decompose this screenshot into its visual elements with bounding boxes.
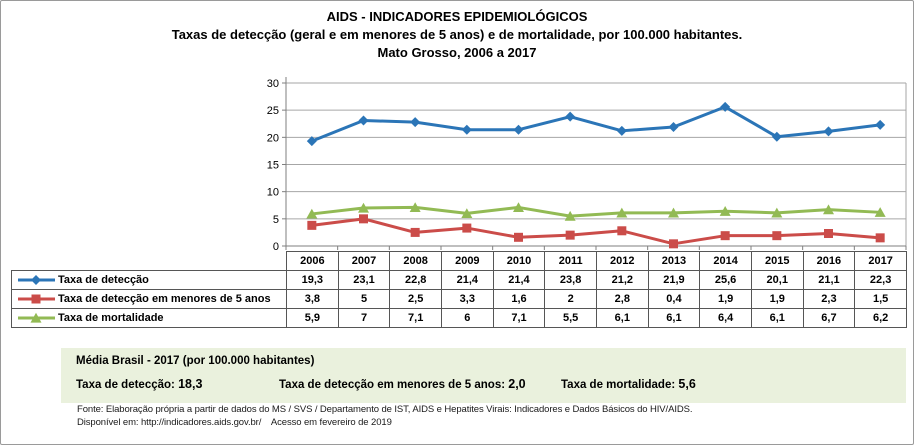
table-row: Taxa de mortalidade 5,9 7 7,1 6 7,1 5,5 6,1 6,1 6… <box>10 308 907 328</box>
year-cell: 2015 <box>750 251 804 271</box>
year-cell: 2012 <box>595 251 649 271</box>
value-cell: 3,3 <box>441 289 494 309</box>
year-cell: 2008 <box>389 251 442 271</box>
svg-text:15: 15 <box>267 160 279 172</box>
value-cell: 1,9 <box>699 289 752 309</box>
value-cell: 21,1 <box>802 270 856 290</box>
diamond-legend-icon <box>18 275 55 285</box>
chart-title-line3: Mato Grosso, 2006 a 2017 <box>377 45 537 60</box>
table-row: Taxa de detecção em menores de 5 anos 3,8… <box>10 289 907 309</box>
value-cell: 1,5 <box>854 289 907 309</box>
year-cell: 2011 <box>544 251 597 271</box>
chart-title-block: AIDS - INDICADORES EPIDEMIOLÓGICOS Taxas… <box>1 8 913 62</box>
year-cell: 2016 <box>802 251 856 271</box>
value-cell: 5,5 <box>544 308 597 328</box>
value-cell: 20,1 <box>750 270 804 290</box>
value-cell: 25,6 <box>699 270 752 290</box>
table-corner-cell <box>12 252 287 271</box>
value-cell: 3,8 <box>286 289 339 309</box>
brazil-average-box: Média Brasil - 2017 (por 100.000 habitan… <box>61 348 906 403</box>
value-cell: 5 <box>337 289 391 309</box>
value-cell: 7,1 <box>492 308 546 328</box>
value-cell: 19,3 <box>286 270 339 290</box>
value-cell: 2,5 <box>389 289 442 309</box>
chart-title-line1: AIDS - INDICADORES EPIDEMIOLÓGICOS <box>326 9 588 24</box>
value-cell: 5,9 <box>286 308 339 328</box>
value-cell: 6 <box>441 308 494 328</box>
value-cell: 21,9 <box>647 270 701 290</box>
year-cell: 2013 <box>647 251 701 271</box>
value-cell: 6,4 <box>699 308 752 328</box>
series-square <box>307 214 885 249</box>
svg-text:25: 25 <box>267 105 279 117</box>
series-triangle <box>306 202 886 221</box>
year-cell: 2009 <box>441 251 494 271</box>
availability-line: Disponível em: http://indicadores.aids.g… <box>77 416 392 428</box>
value-cell: 21,4 <box>492 270 546 290</box>
year-cell: 2007 <box>337 251 391 271</box>
year-cell: 2014 <box>699 251 752 271</box>
year-cell: 2006 <box>286 251 339 271</box>
value-cell: 6,1 <box>750 308 804 328</box>
source-footer: Fonte: Elaboração própria a partir de da… <box>77 404 693 429</box>
value-cell: 6,1 <box>647 308 701 328</box>
value-cell: 22,8 <box>389 270 442 290</box>
chart-title-line2: Taxas de detecção (geral e em menores de… <box>171 27 743 42</box>
value-cell: 6,7 <box>802 308 856 328</box>
table-row: Taxa de detecção 19,3 23,1 22,8 21,4 21,4 23,8… <box>10 270 907 290</box>
value-cell: 6,2 <box>854 308 907 328</box>
value-cell: 2,8 <box>595 289 649 309</box>
square-legend-icon <box>18 294 55 304</box>
value-cell: 2 <box>544 289 597 309</box>
value-cell: 6,1 <box>595 308 649 328</box>
year-cell: 2017 <box>854 251 907 271</box>
value-cell: 21,4 <box>441 270 494 290</box>
legend-cell: Taxa de detecção em menores de 5 anos <box>10 289 288 309</box>
year-cell: 2010 <box>492 251 546 271</box>
value-cell: 23,8 <box>544 270 597 290</box>
value-cell: 2,3 <box>802 289 856 309</box>
value-cell: 21,2 <box>595 270 649 290</box>
source-line: Fonte: Elaboração própria a partir de da… <box>77 404 693 415</box>
summary-item: Taxa de mortalidade: 5,6 <box>561 377 696 391</box>
series-label: Taxa de detecção em menores de 5 anos <box>58 293 271 305</box>
svg-text:5: 5 <box>273 214 279 226</box>
svg-text:30: 30 <box>267 78 279 90</box>
series-diamond <box>306 101 886 147</box>
summary-item: Taxa de detecção em menores de 5 anos: 2… <box>279 377 526 391</box>
triangle-legend-icon <box>18 312 55 323</box>
series-label: Taxa de mortalidade <box>58 312 164 324</box>
legend-cell: Taxa de detecção <box>10 270 288 290</box>
series-label: Taxa de detecção <box>58 274 149 286</box>
value-cell: 7,1 <box>389 308 442 328</box>
value-cell: 23,1 <box>337 270 391 290</box>
data-table: 2006 2007 2008 2009 2010 2011 2012 2013 2014 2015… <box>10 251 907 328</box>
svg-text:20: 20 <box>267 132 279 144</box>
value-cell: 1,9 <box>750 289 804 309</box>
brazil-average-title: Média Brasil - 2017 (por 100.000 habitan… <box>76 355 315 367</box>
legend-cell: Taxa de mortalidade <box>10 308 288 328</box>
summary-item: Taxa de detecção: 18,3 <box>76 377 203 391</box>
value-cell: 0,4 <box>647 289 701 309</box>
svg-text:10: 10 <box>267 187 279 199</box>
value-cell: 22,3 <box>854 270 907 290</box>
value-cell: 7 <box>337 308 391 328</box>
value-cell: 1,6 <box>492 289 546 309</box>
